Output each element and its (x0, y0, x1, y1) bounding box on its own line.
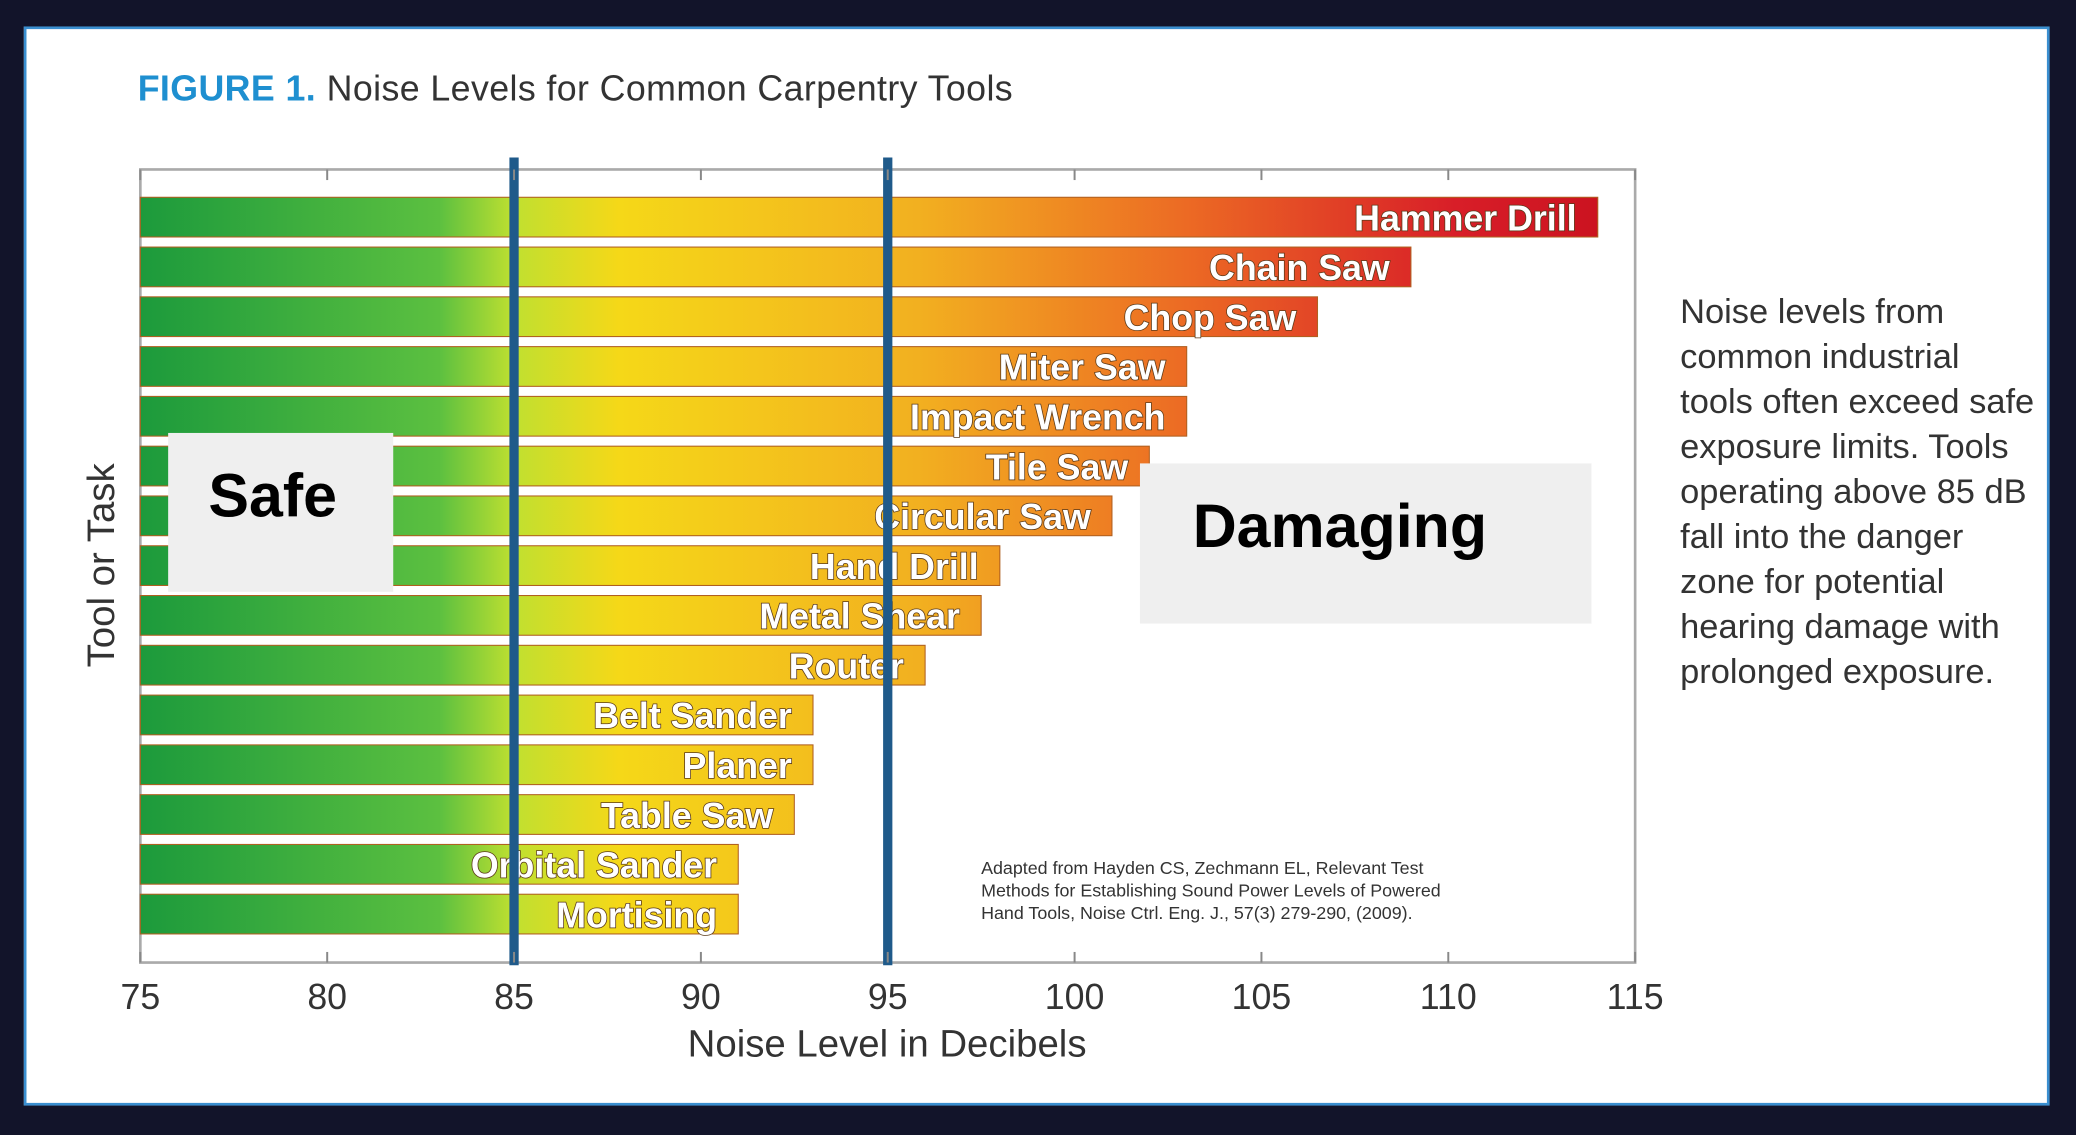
bar-orbital-sander (139, 843, 739, 885)
figure-label: FIGURE 1. (137, 68, 317, 109)
bar-label: Hand Drill (810, 547, 979, 587)
x-tick-label: 110 (1420, 977, 1477, 1017)
bar-planer (139, 744, 814, 786)
bar-label: Mortising (556, 895, 717, 935)
bar-router (139, 644, 926, 686)
side-caption: Noise levels from common industrial tool… (1680, 291, 2035, 692)
bar-miter-saw (139, 346, 1188, 387)
bar-hammer-drill (139, 196, 1599, 238)
bar-table-saw (139, 794, 795, 835)
y-axis-title: Tool or Task (80, 463, 123, 668)
bar-metal-shear (139, 595, 982, 636)
source-citation-line: Hand Tools, Noise Ctrl. Eng. J., 57(3) 2… (981, 903, 1413, 923)
x-tick-label: 100 (1045, 977, 1105, 1017)
safe-zone-box (168, 432, 394, 592)
source-citation-line: Methods for Establishing Sound Power Lev… (981, 880, 1441, 900)
x-axis-title: Noise Level in Decibels (688, 1023, 1087, 1066)
bar-label: Chop Saw (1124, 298, 1297, 338)
bar-label: Hammer Drill (1354, 198, 1576, 238)
x-tick-label: 75 (120, 977, 160, 1017)
bar-label: Tile Saw (986, 447, 1129, 487)
damaging-zone-label: Damaging (1193, 492, 1487, 560)
figure-title-text: Noise Levels for Common Carpentry Tools (326, 68, 1014, 109)
bar-label: Belt Sander (593, 696, 792, 736)
bar-label: Planer (683, 746, 792, 786)
x-tick-label: 85 (494, 977, 534, 1017)
bar-label: Impact Wrench (910, 398, 1166, 438)
safe-zone-label: Safe (208, 461, 337, 529)
bar-mortising (139, 893, 739, 935)
bar-chain-saw (139, 246, 1412, 288)
bar-label: Orbital Sander (471, 846, 717, 886)
bar-label: Chain Saw (1209, 248, 1390, 288)
damaging-zone-box (1139, 463, 1592, 624)
figure-title: FIGURE 1. Noise Levels for Common Carpent… (138, 69, 1013, 110)
bar-label: Table Saw (601, 796, 773, 836)
x-tick-label: 115 (1607, 977, 1664, 1017)
bar-chop-saw (139, 296, 1319, 338)
bar-impact-wrench (139, 395, 1188, 437)
source-citation-line: Adapted from Hayden CS, Zechmann EL, Rel… (981, 858, 1423, 878)
x-tick-label: 95 (868, 977, 908, 1017)
bar-label: Metal Shear (759, 597, 960, 637)
bar-label: Miter Saw (999, 348, 1166, 388)
x-tick-label: 80 (307, 977, 347, 1017)
x-tick-label: 90 (681, 977, 721, 1017)
x-tick-label: 105 (1232, 977, 1292, 1017)
bar-label: Circular Saw (874, 497, 1091, 537)
bar-belt-sander (139, 694, 814, 736)
